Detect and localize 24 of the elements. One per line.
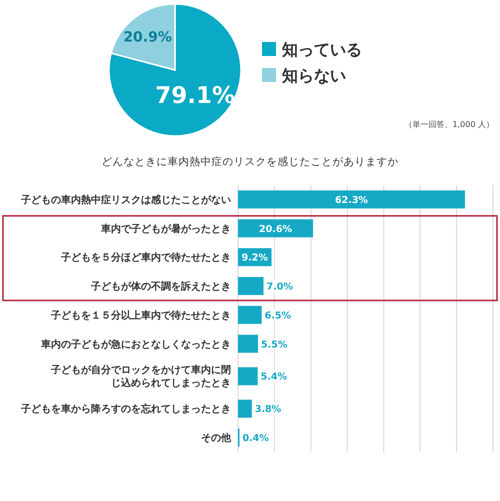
y-tick-label: 子どもが体の不調を訴えたとき (90, 280, 231, 293)
data-label: 9.2% (242, 252, 268, 264)
data-label: 5.5% (261, 339, 288, 350)
data-label: 0.4% (242, 433, 270, 444)
y-tick-label: 子どもの車内熱中症リスクは感じたことがない (20, 194, 231, 206)
y-tick-label: 車内の子どもが急におとなしくなったとき (40, 338, 231, 350)
y-tick-label: 車内で子どもが暑がったとき (100, 222, 231, 235)
legend-label: 知らない (281, 66, 346, 85)
data-label: 5.4% (260, 372, 288, 383)
text: （単一回答、1,000 人） (404, 120, 494, 129)
y-tick-label: 子どもを車から降ろすのを忘れてしまったとき (20, 403, 231, 416)
y-tick-label: その他 (201, 432, 232, 444)
data-label: 7.0% (266, 282, 294, 293)
y-tick-label: 子どもを５分ほど車内で待たせたとき (60, 252, 231, 264)
data-label: 3.8% (254, 404, 282, 416)
data-label: 20.9% (123, 29, 172, 46)
data-label: 20.6% (259, 224, 292, 235)
data-label: 79.1% (155, 83, 236, 110)
data-label: 62.3% (334, 194, 368, 206)
data-label: 6.5% (264, 310, 292, 322)
legend-label: 知っている (281, 40, 362, 59)
y-tick-label: 子どもが自分でロックをかけて車内に閉じ込められてしまったとき (50, 364, 231, 390)
chart-title: どんなときに車内熱中症のリスクを感じたことがありますか (102, 155, 398, 168)
y-tick-label: 子どもを１５分以上車内で待たせたとき (50, 309, 231, 322)
